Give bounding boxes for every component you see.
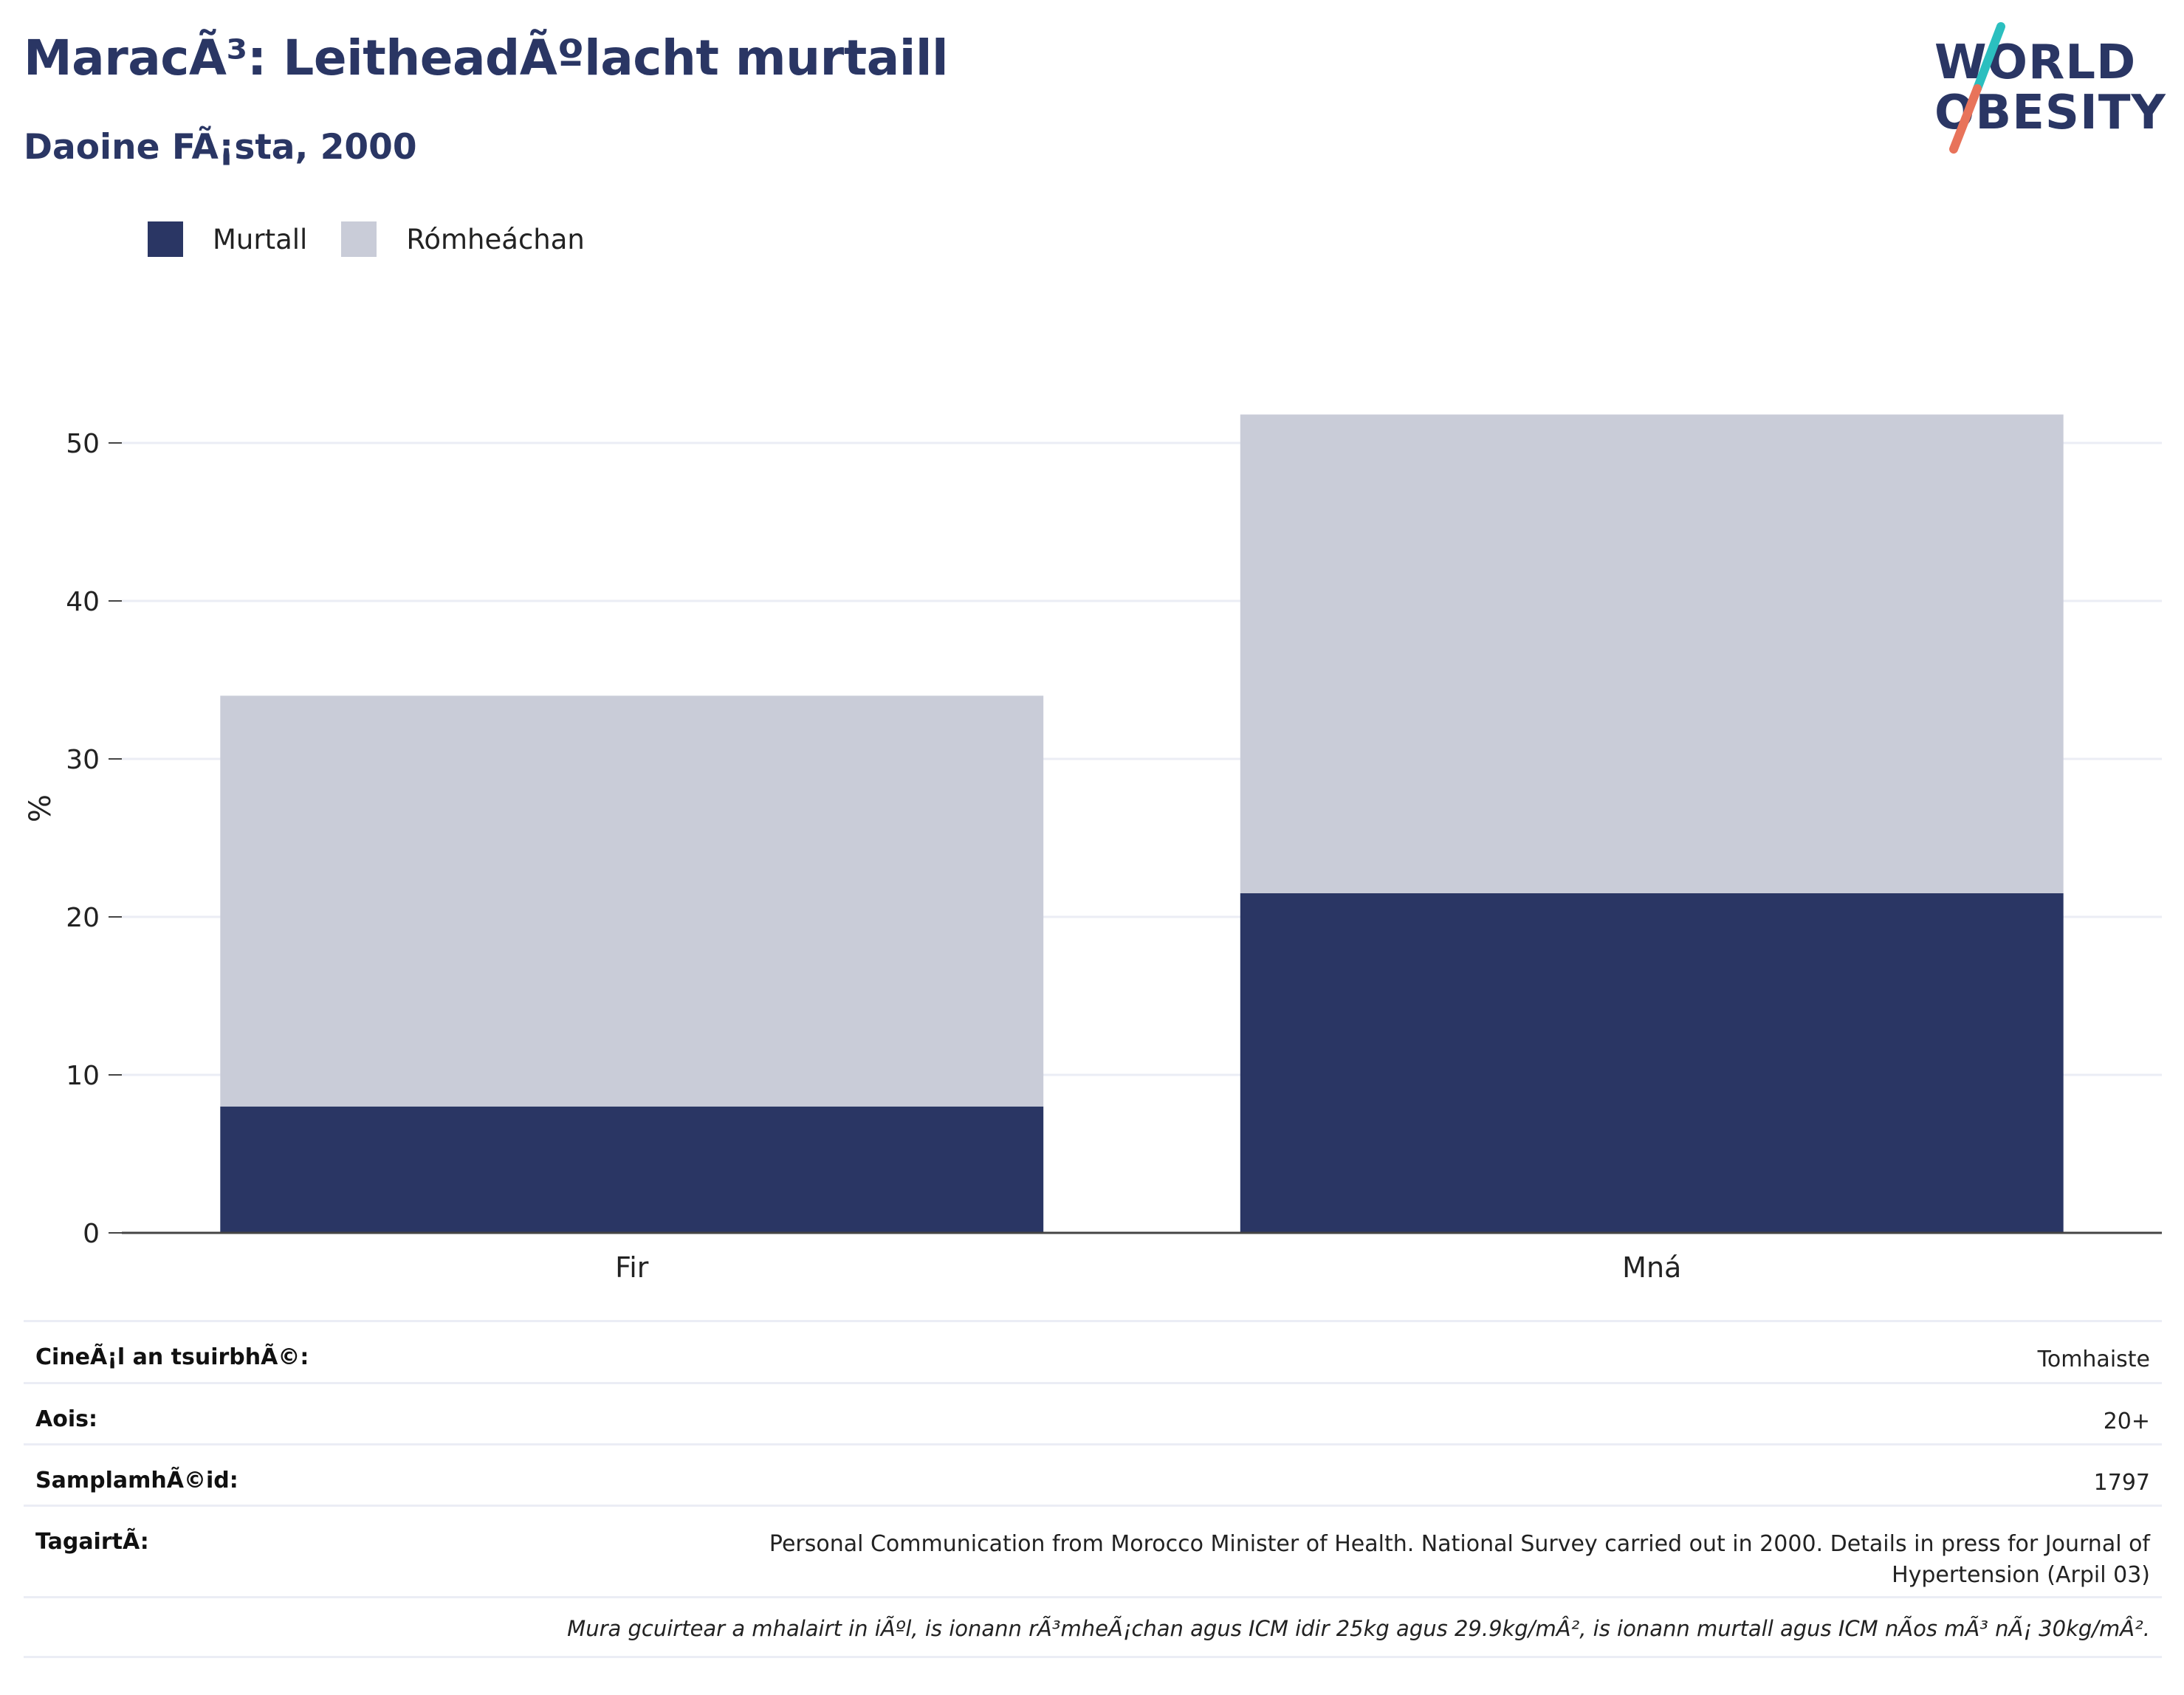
bar-chart: 0 10 20 30 40 50% Fir Mná bbox=[24, 414, 2162, 1284]
info-value-sample-size: 1797 bbox=[2093, 1470, 2150, 1496]
y-tick-label-20: 20 bbox=[66, 903, 100, 933]
info-row-age: Aois: 20+ bbox=[24, 1382, 2162, 1443]
info-footnote: Mura gcuirtear a mhalairt in iÃºl, is io… bbox=[567, 1616, 2150, 1641]
legend-swatch-romheachan bbox=[341, 221, 377, 257]
world-obesity-logo: WORLD OBESITY bbox=[1927, 21, 2166, 154]
info-key-age: Aois: bbox=[35, 1406, 97, 1432]
y-tick-label-0: 0 bbox=[83, 1219, 100, 1249]
y-tick-label-10: 10 bbox=[66, 1061, 100, 1091]
info-row-sample-size: SamplamhÃ©id: 1797 bbox=[24, 1443, 2162, 1505]
y-tick-label-50: 50 bbox=[66, 429, 100, 459]
info-row-reference: TagairtÃ: Personal Communication from Mo… bbox=[24, 1505, 2162, 1596]
bar-mná-murtall bbox=[1240, 893, 2064, 1233]
y-axis-label: % bbox=[24, 794, 58, 822]
y-tick-label-40: 40 bbox=[66, 587, 100, 617]
info-key-survey-type: CineÃ¡l an tsuirbhÃ©: bbox=[35, 1344, 309, 1370]
info-value-age: 20+ bbox=[2103, 1409, 2150, 1434]
legend-item-murtall[interactable]: Murtall bbox=[148, 221, 307, 257]
legend-swatch-murtall bbox=[148, 221, 183, 257]
legend-item-romheachan[interactable]: Rómheáchan bbox=[341, 221, 585, 257]
chart-legend: Murtall Rómheáchan bbox=[148, 219, 619, 260]
info-value-survey-type: Tomhaiste bbox=[2037, 1347, 2150, 1372]
info-key-sample-size: SamplamhÃ©id: bbox=[35, 1468, 238, 1493]
y-tick-label-30: 30 bbox=[66, 745, 100, 775]
x-tick-label-0: Fir bbox=[615, 1251, 649, 1284]
chart-title: MaracÃ³: LeitheadÃºlacht murtaill bbox=[24, 30, 949, 86]
chart-subtitle: Daoine FÃ¡sta, 2000 bbox=[24, 127, 417, 168]
x-tick-label-1: Mná bbox=[1622, 1251, 1681, 1284]
bar-mná-romheachan bbox=[1240, 414, 2064, 893]
logo-text-world: WORLD bbox=[1934, 35, 2137, 90]
info-table: CineÃ¡l an tsuirbhÃ©: Tomhaiste Aois: 20… bbox=[24, 1320, 2162, 1658]
info-row-survey-type: CineÃ¡l an tsuirbhÃ©: Tomhaiste bbox=[24, 1320, 2162, 1382]
logo-slash-icon bbox=[1949, 22, 2005, 154]
info-row-note: Mura gcuirtear a mhalairt in iÃºl, is io… bbox=[24, 1596, 2162, 1658]
bar-fir-romheachan bbox=[220, 695, 1044, 1107]
legend-label-romheachan: Rómheáchan bbox=[406, 223, 585, 255]
info-value-reference: Personal Communication from Morocco Mini… bbox=[769, 1531, 2150, 1588]
bar-fir-murtall bbox=[220, 1106, 1044, 1233]
legend-label-murtall: Murtall bbox=[213, 223, 308, 255]
info-key-reference: TagairtÃ: bbox=[35, 1529, 149, 1555]
